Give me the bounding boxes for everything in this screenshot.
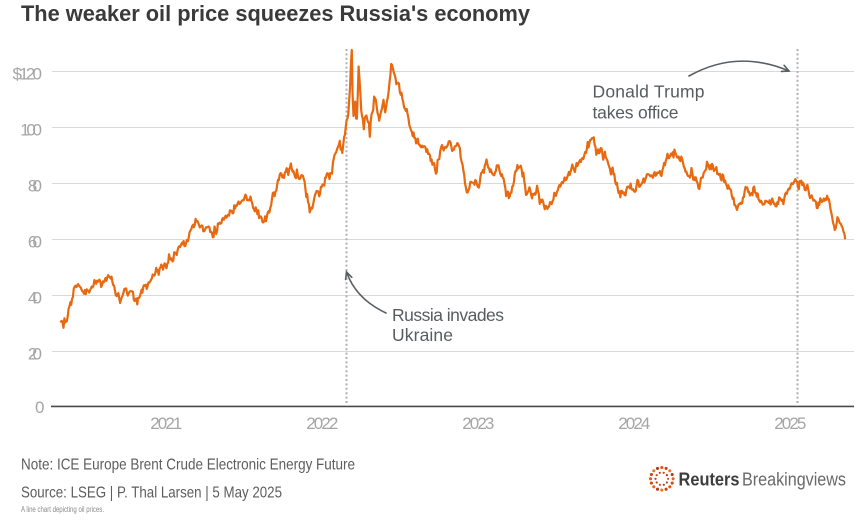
svg-text:Reuters: Reuters (679, 469, 740, 490)
svg-text:Donald Trump: Donald Trump (593, 82, 705, 102)
svg-text:Note: ICE Europe Brent Crude E: Note: ICE Europe Brent Crude Electronic … (21, 457, 355, 474)
svg-text:$120: $120 (13, 65, 43, 84)
svg-text:Russia invades: Russia invades (392, 305, 504, 325)
svg-text:2022: 2022 (306, 414, 338, 433)
svg-text:100: 100 (20, 121, 42, 140)
svg-text:Breakingviews: Breakingviews (742, 469, 846, 490)
svg-text:0: 0 (35, 398, 44, 417)
svg-text:60: 60 (28, 233, 42, 252)
svg-text:20: 20 (28, 345, 42, 364)
svg-text:2023: 2023 (462, 414, 494, 433)
svg-text:The weaker oil price squeezes: The weaker oil price squeezes Russia's e… (21, 1, 531, 26)
svg-text:A line chart depicting oil pri: A line chart depicting oil prices. (21, 505, 104, 514)
svg-text:2025: 2025 (774, 414, 806, 433)
svg-text:40: 40 (28, 289, 42, 308)
svg-text:80: 80 (28, 177, 42, 196)
svg-text:2024: 2024 (618, 414, 650, 433)
svg-text:Source: LSEG | P. Thal Larsen: Source: LSEG | P. Thal Larsen | 5 May 20… (21, 485, 282, 502)
svg-text:takes office: takes office (593, 103, 679, 123)
svg-text:2021: 2021 (150, 414, 182, 433)
svg-text:Ukraine: Ukraine (392, 325, 453, 345)
